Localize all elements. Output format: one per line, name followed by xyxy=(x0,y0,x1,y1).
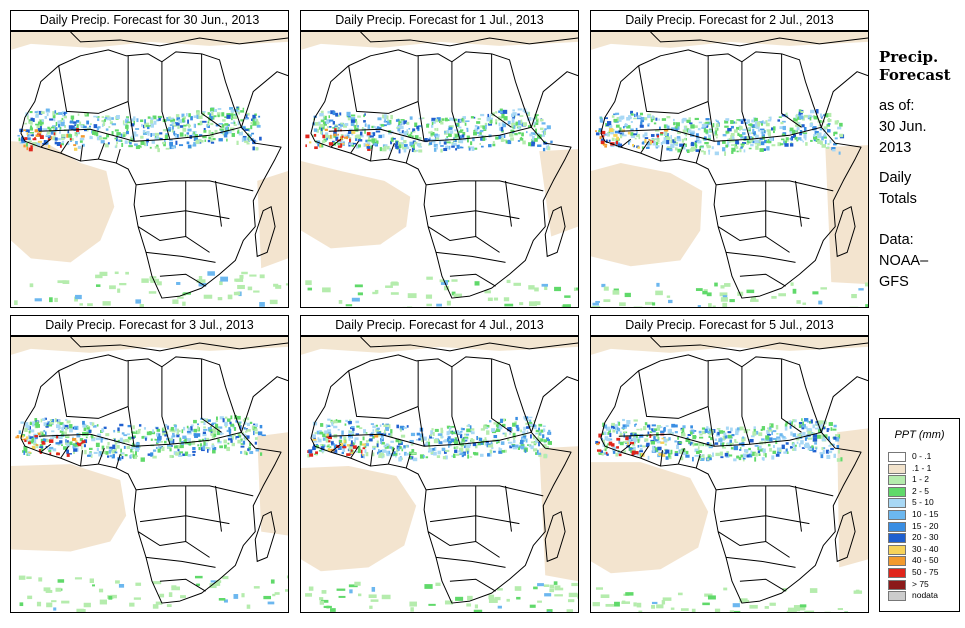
light-rain-area xyxy=(301,32,578,249)
legend-label: 1 - 2 xyxy=(912,474,930,485)
panel-title-3-jul: Daily Precip. Forecast for 3 Jul., 2013 xyxy=(10,315,289,336)
southern-rain-band xyxy=(14,271,288,307)
southern-rain-band xyxy=(305,581,578,612)
map-canvas xyxy=(591,337,868,612)
legend-label: nodata xyxy=(912,590,938,601)
precip-map-1-jul xyxy=(300,31,579,308)
daily-totals-note: Daily Totals xyxy=(879,168,965,210)
as-of-label: as of: xyxy=(879,98,915,114)
precip-map-2-jul xyxy=(590,31,869,308)
country-borders xyxy=(20,337,288,604)
legend-label: 5 - 10 xyxy=(912,497,934,508)
heading-line-2: Forecast xyxy=(879,66,951,84)
data-source-note: Data: NOAA– GFS xyxy=(879,230,965,293)
panel-title-2-jul: Daily Precip. Forecast for 2 Jul., 2013 xyxy=(590,10,869,31)
precip-map-4-jul xyxy=(300,336,579,613)
source-line-1: NOAA– xyxy=(879,253,929,269)
totals-label: Totals xyxy=(879,191,917,207)
light-rain-area xyxy=(591,32,868,285)
daily-label: Daily xyxy=(879,170,912,186)
light-rain-area xyxy=(11,32,288,269)
legend-title: PPT (mm) xyxy=(894,429,945,441)
legend-swatch xyxy=(888,544,906,555)
as-of-day: 30 Jun. xyxy=(879,119,927,135)
country-borders xyxy=(20,32,288,299)
legend-swatch xyxy=(888,568,906,578)
legend-label: 30 - 40 xyxy=(912,543,939,554)
precip-map-5-jul xyxy=(590,336,869,613)
country-borders xyxy=(600,337,868,604)
light-rain-area xyxy=(591,337,868,574)
legend-swatch xyxy=(888,486,906,497)
country-borders xyxy=(600,32,868,299)
legend-label: .1 - 1 xyxy=(912,462,932,473)
sahel-rain-band xyxy=(595,109,845,156)
legend-label: 50 - 75 xyxy=(912,567,939,577)
sahel-rain-band xyxy=(17,106,262,153)
sahel-rain-band xyxy=(307,416,552,462)
legend-swatch xyxy=(888,463,906,474)
country-borders xyxy=(310,32,578,299)
legend-swatch xyxy=(888,591,906,602)
legend-label: 10 - 15 xyxy=(912,509,939,519)
as-of-date: as of: 30 Jun. 2013 xyxy=(879,96,965,159)
legend-swatch xyxy=(888,498,906,509)
precip-map-3-jul xyxy=(10,336,289,613)
legend-label: 0 - .1 xyxy=(912,451,932,461)
southern-rain-band xyxy=(592,587,863,612)
map-canvas xyxy=(11,32,288,307)
southern-rain-band xyxy=(305,276,578,307)
map-canvas xyxy=(301,337,578,612)
sahel-rain-band xyxy=(15,415,266,462)
forecast-heading: Precip. Forecast xyxy=(879,48,965,84)
legend-swatch xyxy=(888,533,906,544)
legend-swatch xyxy=(888,556,906,567)
legend-label: 15 - 20 xyxy=(912,520,939,531)
panel-title-30-jun: Daily Precip. Forecast for 30 Jun., 2013 xyxy=(10,10,289,31)
southern-rain-band xyxy=(591,282,868,307)
light-rain-area xyxy=(301,337,578,582)
heading-line-1: Precip. xyxy=(879,48,939,66)
country-borders xyxy=(310,337,578,604)
map-canvas xyxy=(301,32,578,307)
panel-title-5-jul: Daily Precip. Forecast for 5 Jul., 2013 xyxy=(590,315,869,336)
source-line-2: GFS xyxy=(879,274,909,290)
panel-title-4-jul: Daily Precip. Forecast for 4 Jul., 2013 xyxy=(300,315,579,336)
legend-label: 20 - 30 xyxy=(912,532,939,543)
panel-title-1-jul: Daily Precip. Forecast for 1 Jul., 2013 xyxy=(300,10,579,31)
map-canvas xyxy=(11,337,288,612)
legend-swatch xyxy=(888,521,906,532)
legend-label: 40 - 50 xyxy=(912,555,939,566)
legend-swatch xyxy=(888,510,906,520)
as-of-year: 2013 xyxy=(879,140,912,156)
precip-map-30-jun xyxy=(10,31,289,308)
light-rain-area xyxy=(11,337,288,552)
legend-label: > 75 xyxy=(912,578,929,589)
map-canvas xyxy=(591,32,868,307)
southern-rain-band xyxy=(18,575,288,612)
data-label: Data: xyxy=(879,232,914,248)
legend-swatch xyxy=(888,475,906,486)
legend-swatch xyxy=(888,452,906,462)
legend-swatch xyxy=(888,579,906,590)
legend-label: 2 - 5 xyxy=(912,485,930,496)
